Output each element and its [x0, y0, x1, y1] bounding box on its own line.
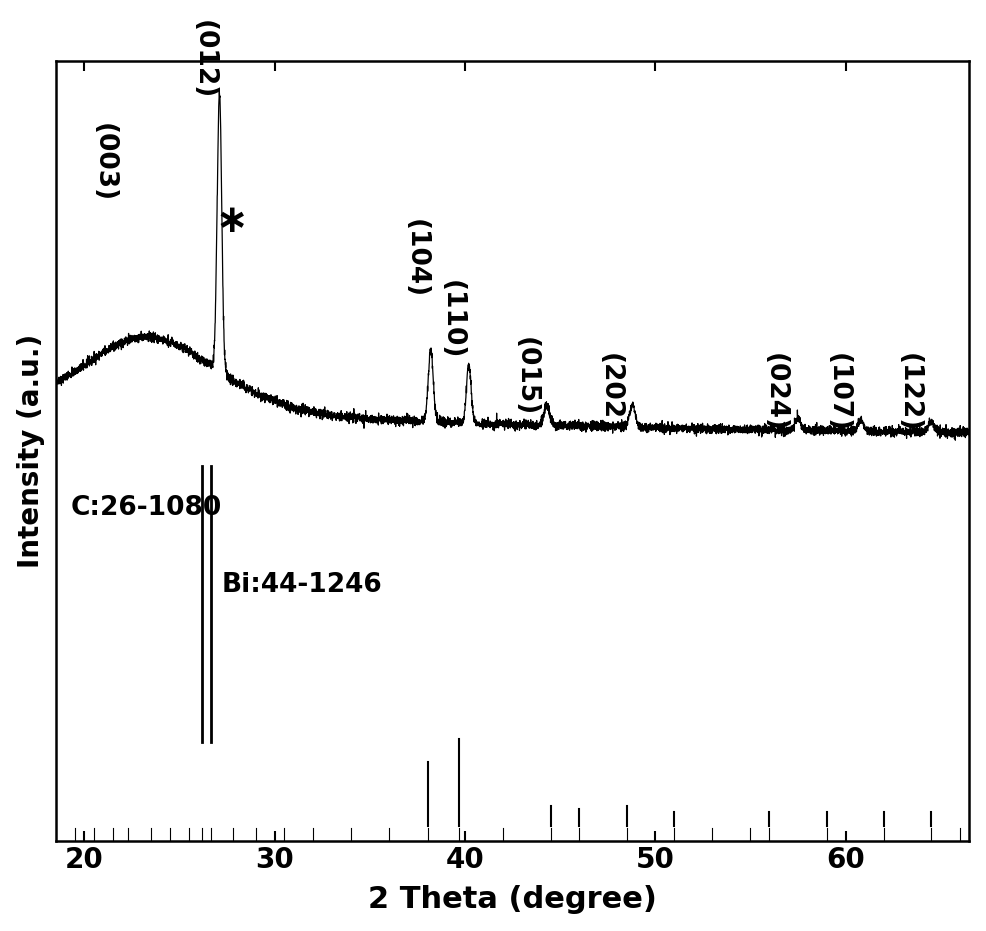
Text: (110): (110)	[439, 280, 464, 359]
Text: ∗: ∗	[216, 202, 248, 240]
Text: (202): (202)	[597, 353, 622, 432]
Text: C:26-1080: C:26-1080	[71, 495, 222, 521]
Text: (003): (003)	[91, 123, 116, 202]
Text: (012): (012)	[191, 20, 217, 99]
Text: Bi:44-1246: Bi:44-1246	[222, 572, 383, 598]
Text: (104): (104)	[402, 219, 429, 298]
Text: (107): (107)	[825, 353, 851, 432]
Text: (122): (122)	[895, 353, 922, 432]
Text: (024): (024)	[762, 353, 788, 432]
X-axis label: 2 Theta (degree): 2 Theta (degree)	[368, 885, 657, 914]
Text: (015): (015)	[513, 337, 539, 417]
Y-axis label: Intensity (a.u.): Intensity (a.u.)	[17, 334, 44, 568]
